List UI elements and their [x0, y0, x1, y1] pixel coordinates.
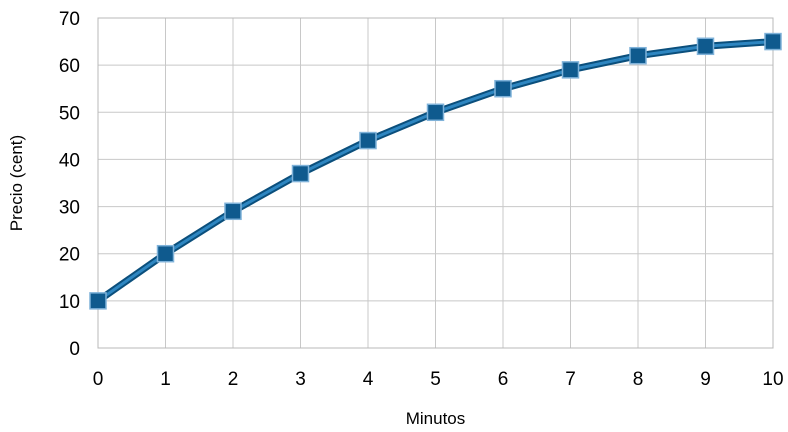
series-group: [89, 32, 782, 310]
x-tick-label: 4: [363, 369, 374, 390]
data-point-marker: [426, 103, 445, 122]
data-point-marker: [629, 46, 647, 65]
y-tick-label: 20: [59, 245, 80, 266]
y-tick-label: 60: [59, 56, 80, 77]
x-tick-label: 7: [565, 369, 576, 390]
data-point-marker: [561, 61, 580, 79]
x-tick-label: 5: [430, 369, 441, 390]
data-point-marker: [224, 202, 242, 221]
data-point-marker: [359, 131, 377, 150]
x-tick-label: 10: [762, 369, 783, 390]
x-axis-title: Minutos: [406, 409, 466, 428]
x-axis-ticks: 0 1 2 3 4 5 6 7 8 9 10: [93, 369, 784, 390]
x-tick-label: 0: [93, 369, 104, 390]
data-point-marker: [696, 37, 715, 56]
plot-frame: [97, 17, 774, 349]
y-tick-label: 40: [59, 150, 80, 171]
data-point-marker: [291, 164, 310, 183]
y-tick-label: 30: [59, 198, 80, 219]
y-axis-ticks: 0 10 20 30 40 50 60 70: [59, 9, 80, 360]
x-tick-label: 6: [498, 369, 509, 390]
y-tick-label: 10: [59, 292, 80, 313]
y-tick-label: 50: [59, 103, 80, 124]
grid: [97, 17, 774, 349]
y-axis-title: Precio (cent): [7, 135, 26, 231]
data-point-marker: [764, 32, 782, 51]
x-tick-label: 3: [295, 369, 306, 390]
y-tick-label: 0: [69, 339, 80, 360]
data-point-marker: [156, 244, 175, 263]
data-point-marker: [89, 292, 107, 310]
data-point-marker: [494, 79, 512, 98]
x-tick-label: 1: [160, 369, 171, 390]
x-tick-label: 9: [700, 369, 711, 390]
x-tick-label: 8: [633, 369, 644, 390]
x-tick-label: 2: [228, 369, 239, 390]
y-tick-label: 70: [59, 9, 80, 30]
